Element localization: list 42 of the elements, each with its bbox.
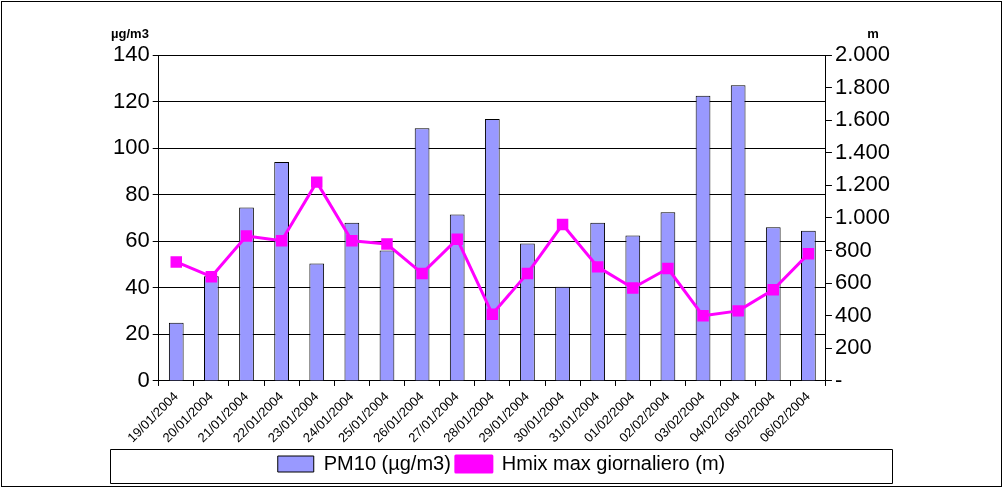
- point: [346, 235, 358, 247]
- y-tick-label: 0: [137, 367, 150, 393]
- point: [275, 235, 288, 247]
- point: [240, 230, 253, 242]
- point: [627, 282, 639, 294]
- legend-label: Hmix max giornaliero (m): [501, 451, 726, 474]
- point: [591, 261, 604, 273]
- point: [767, 283, 780, 296]
- point: [521, 267, 534, 280]
- y2-tick-label: 1.000: [834, 204, 891, 230]
- point: [170, 256, 183, 268]
- y-tick-label: 120: [112, 87, 150, 113]
- y-tick-label: 100: [112, 134, 150, 160]
- point: [486, 308, 499, 320]
- y2-tick-label: 1.200: [834, 171, 891, 197]
- y2-tick-label: 400: [834, 301, 872, 327]
- y-tick-label: 140: [112, 41, 150, 67]
- y-tick-label: 20: [125, 320, 150, 346]
- y2-tick-label: 1.400: [834, 138, 891, 164]
- y2-tick-label: 2.000: [834, 41, 891, 67]
- point: [416, 267, 428, 280]
- y2-tick-label: 600: [834, 269, 872, 295]
- point: [802, 248, 815, 260]
- y-tick-label: 60: [125, 227, 150, 253]
- point: [732, 305, 744, 317]
- point: [205, 270, 218, 283]
- y2-tick-label: 1.600: [834, 106, 891, 132]
- y2-tick-label: 800: [834, 236, 872, 262]
- point: [662, 262, 674, 275]
- y2-axis-title: m: [867, 26, 879, 42]
- legend-label: PM10 (µg/m3): [323, 451, 451, 474]
- y2-tick-label: 200: [834, 334, 872, 360]
- point: [697, 310, 709, 322]
- y-tick-label: 80: [125, 180, 150, 206]
- y-axis-title: µg/m3: [111, 26, 149, 42]
- point: [556, 218, 569, 231]
- y2-tick-label: 1.800: [834, 73, 891, 99]
- point: [310, 176, 323, 188]
- point: [381, 238, 393, 250]
- point: [451, 233, 463, 245]
- y2-tick-label: -: [834, 367, 843, 393]
- y-tick-label: 40: [125, 273, 150, 299]
